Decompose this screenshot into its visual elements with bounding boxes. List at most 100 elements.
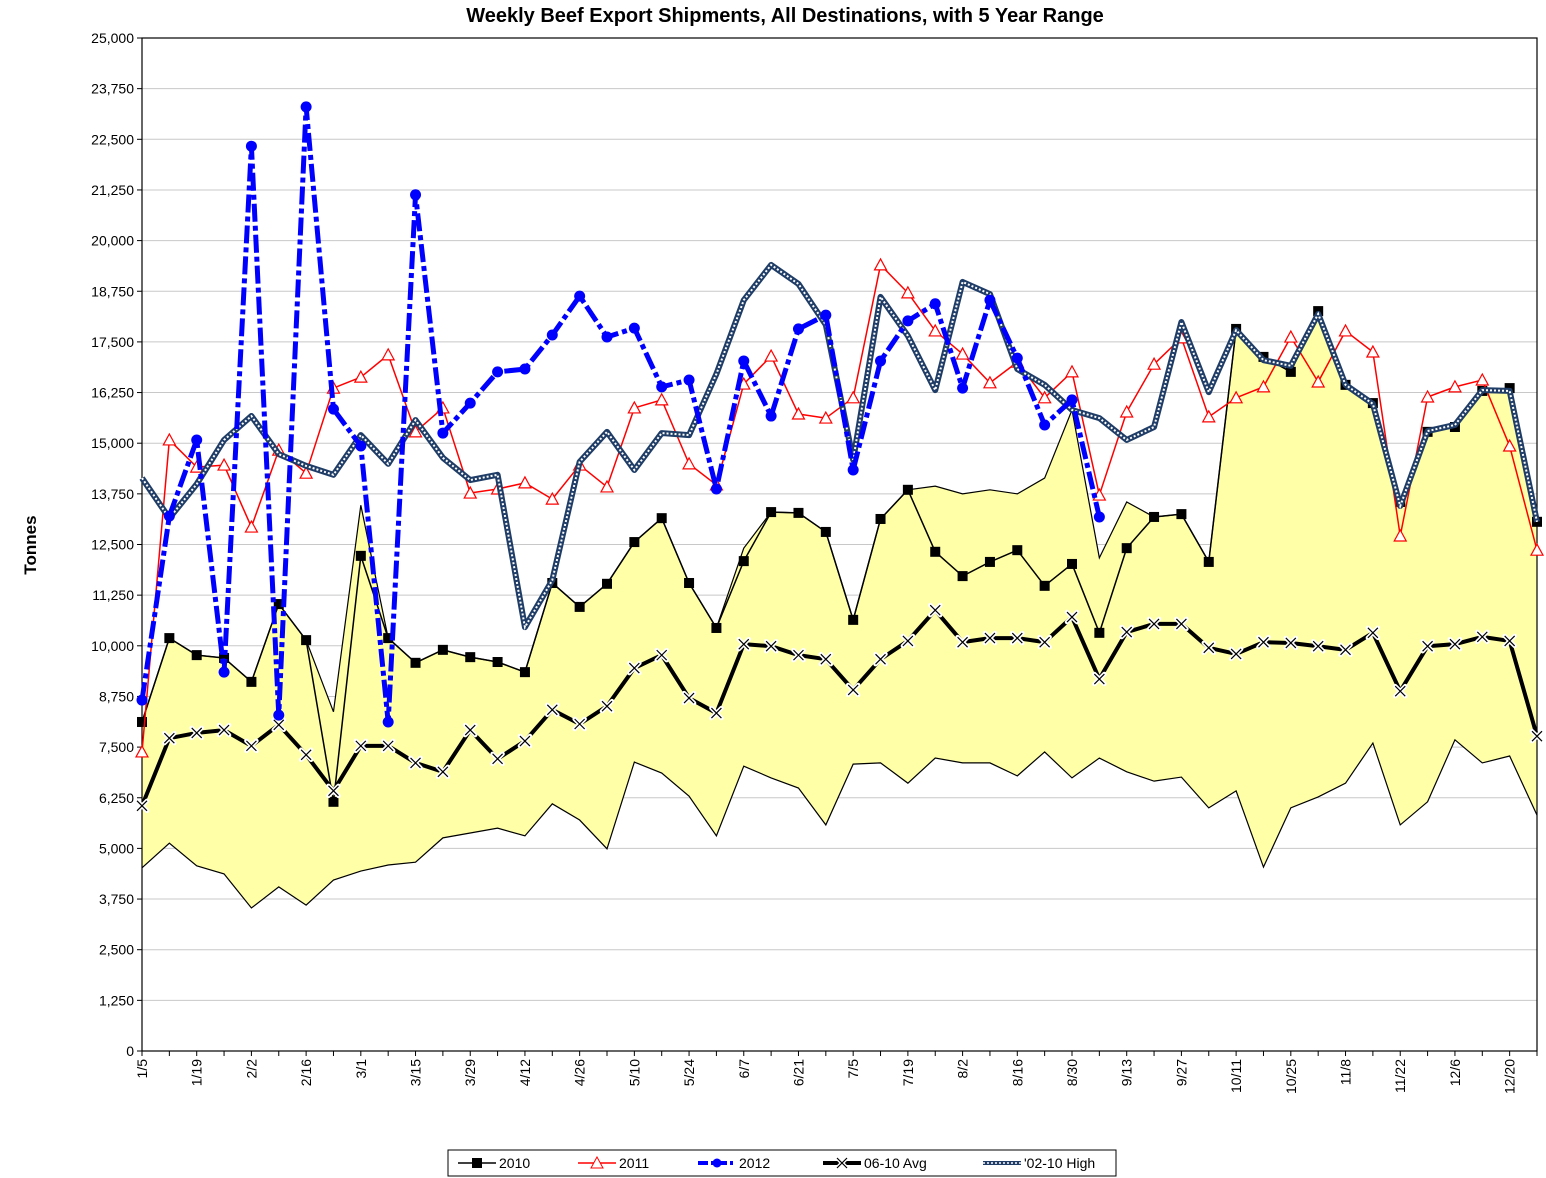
data-marker xyxy=(711,622,722,633)
y-tick-label: 3,750 xyxy=(99,891,134,907)
data-marker xyxy=(437,427,449,439)
x-tick-label: 6/21 xyxy=(790,1059,806,1086)
y-tick-label: 21,250 xyxy=(91,182,134,198)
data-marker xyxy=(381,347,396,361)
data-marker xyxy=(519,667,530,678)
range-low-edge xyxy=(141,738,1538,909)
data-marker xyxy=(1039,419,1051,431)
data-marker xyxy=(1475,372,1490,386)
y-tick-label: 17,500 xyxy=(91,334,134,350)
data-marker xyxy=(218,666,230,678)
y-tick-label: 8,750 xyxy=(99,688,134,704)
x-tick-label: 5/10 xyxy=(626,1059,642,1086)
data-marker xyxy=(219,652,230,663)
y-axis-title: Tonnes xyxy=(21,515,40,574)
data-marker xyxy=(464,397,476,409)
data-marker xyxy=(327,403,339,415)
data-marker xyxy=(875,513,886,524)
data-marker xyxy=(245,140,257,152)
x-tick-label: 7/5 xyxy=(845,1059,861,1079)
data-marker xyxy=(1311,374,1326,388)
marker-x-stroke xyxy=(1148,618,1160,630)
marker-x-stroke xyxy=(1039,636,1051,648)
data-marker xyxy=(793,507,804,518)
data-marker xyxy=(984,556,995,567)
y-tick-label: 5,000 xyxy=(99,840,134,856)
x-tick-label: 7/19 xyxy=(900,1059,916,1086)
marker-x-stroke xyxy=(1476,631,1488,643)
data-marker xyxy=(353,369,368,383)
marker-x-stroke xyxy=(300,749,312,761)
x-tick-label: 10/25 xyxy=(1283,1059,1299,1094)
marker-x-stroke xyxy=(1093,673,1105,685)
y-tick-label: 2,500 xyxy=(99,942,134,958)
data-marker xyxy=(629,537,640,548)
legend-marker xyxy=(712,1158,722,1168)
marker-x-stroke xyxy=(683,692,695,704)
data-marker xyxy=(546,329,558,341)
marker-x-stroke xyxy=(163,732,175,744)
data-marker xyxy=(191,434,203,446)
data-marker xyxy=(355,440,367,452)
data-marker xyxy=(928,323,943,337)
data-marker xyxy=(1094,627,1105,638)
data-marker xyxy=(957,382,969,394)
x-tick-label: 1/19 xyxy=(189,1059,205,1086)
marker-x-stroke xyxy=(1258,636,1269,648)
y-tick-label: 23,750 xyxy=(91,81,134,97)
data-marker xyxy=(1064,364,1080,378)
data-marker xyxy=(465,652,476,663)
data-marker xyxy=(902,315,914,327)
data-marker xyxy=(930,546,941,557)
data-marker xyxy=(656,381,668,393)
marker-x-stroke xyxy=(1230,648,1242,660)
x-tick-label: 3/29 xyxy=(462,1059,478,1086)
data-marker xyxy=(1039,580,1050,591)
x-tick-label: 11/22 xyxy=(1392,1059,1408,1093)
data-marker xyxy=(1229,390,1244,404)
legend-label: 2012 xyxy=(739,1155,770,1171)
data-marker xyxy=(1447,379,1462,393)
marker-x-stroke xyxy=(957,636,969,648)
data-marker xyxy=(299,465,314,479)
marker-x-stroke xyxy=(1312,640,1324,652)
data-marker xyxy=(1201,409,1216,423)
marker-x-stroke xyxy=(765,640,777,652)
data-marker xyxy=(957,571,968,582)
x-tick-label: 5/24 xyxy=(681,1059,697,1086)
marker-x-stroke xyxy=(218,724,230,736)
range-band xyxy=(142,311,1537,908)
data-marker xyxy=(273,709,285,721)
data-marker xyxy=(492,366,504,378)
data-marker xyxy=(1093,511,1105,523)
marker-x-stroke xyxy=(464,724,476,736)
data-marker xyxy=(1420,389,1435,403)
chart-title: Weekly Beef Export Shipments, All Destin… xyxy=(466,5,1104,27)
data-marker xyxy=(875,355,887,367)
legend: 2010 2011 2012 06-10 Avg '02-10 High xyxy=(447,1149,1117,1177)
data-marker xyxy=(517,475,532,489)
x-tick-label: 3/15 xyxy=(408,1059,424,1086)
data-marker xyxy=(820,526,831,537)
y-tick-label: 6,250 xyxy=(99,790,134,806)
series-line xyxy=(140,608,1539,807)
marker-x-stroke xyxy=(710,707,722,719)
data-marker xyxy=(818,410,833,424)
y-tick-label: 11,250 xyxy=(92,587,134,603)
y-tick-label: 13,750 xyxy=(91,486,134,502)
x-tick-label: 4/26 xyxy=(572,1059,588,1086)
data-marker xyxy=(355,550,366,561)
marker-x-stroke xyxy=(1394,685,1406,697)
legend-label: 06-10 Avg xyxy=(864,1155,927,1171)
data-marker xyxy=(1502,438,1517,452)
y-tick-label: 18,750 xyxy=(91,283,134,299)
marker-x-stroke xyxy=(902,635,914,647)
marker-x-stroke xyxy=(410,757,421,769)
data-marker xyxy=(217,457,232,471)
legend-marker xyxy=(590,1155,604,1169)
data-marker xyxy=(955,346,970,360)
data-marker xyxy=(134,744,150,758)
data-marker xyxy=(1203,556,1214,567)
marker-x-stroke xyxy=(601,700,613,712)
data-marker xyxy=(437,644,448,655)
